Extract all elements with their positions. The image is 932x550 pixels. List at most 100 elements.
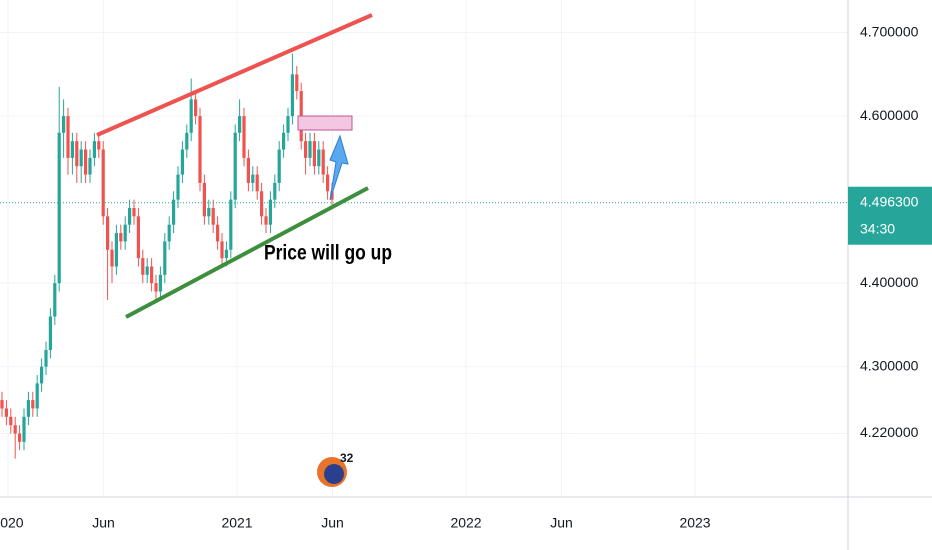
- candle-body: [172, 199, 176, 225]
- candle-body: [317, 149, 321, 167]
- candle-body: [70, 141, 74, 158]
- resistance-line: [96, 13, 373, 137]
- candle-body: [88, 157, 92, 175]
- candle-body: [18, 433, 22, 442]
- candle-body: [97, 141, 101, 150]
- candle-body: [9, 416, 13, 426]
- candle-body: [26, 400, 30, 417]
- candle-body: [79, 149, 83, 167]
- target-zone: [297, 115, 353, 131]
- candle-body: [321, 149, 325, 175]
- candle-body: [220, 241, 224, 259]
- candle-body: [0, 400, 4, 409]
- logo-core: [324, 464, 344, 484]
- support-line: [125, 186, 369, 319]
- candle-body: [57, 132, 61, 284]
- candle-body: [4, 408, 8, 417]
- candle-body: [224, 249, 228, 259]
- candle-body: [163, 241, 167, 275]
- logo-badge: 32: [340, 451, 354, 465]
- candle-body: [154, 283, 158, 292]
- candle-body: [185, 132, 189, 150]
- x-tick-label: Jun: [321, 515, 344, 531]
- candle-body: [123, 224, 127, 242]
- candle-body: [326, 174, 330, 192]
- candle-body: [158, 274, 162, 292]
- candle-body: [132, 207, 136, 217]
- candle-body: [207, 207, 211, 217]
- candle-body: [189, 99, 193, 133]
- candle-body: [229, 199, 233, 250]
- candle-body: [312, 141, 316, 167]
- candle-body: [92, 141, 96, 158]
- y-tick-label: 4.220000: [860, 424, 919, 440]
- candle-body: [238, 116, 242, 133]
- candle-body: [119, 233, 123, 242]
- axes: 4.700000 4.600000 4.400000 4.300000 4.220000…: [0, 23, 932, 531]
- candle-body: [53, 283, 57, 317]
- candle-body: [255, 174, 259, 192]
- candle-body: [22, 416, 26, 442]
- y-tick-label: 4.700000: [860, 23, 919, 39]
- y-tick-label: 4.300000: [860, 357, 919, 373]
- candle-body: [194, 99, 198, 117]
- grid: [0, 0, 848, 497]
- up-arrow: [329, 134, 349, 201]
- candle-body: [110, 249, 114, 267]
- candle-body: [44, 349, 48, 367]
- candle-body: [198, 116, 202, 183]
- candle-body: [246, 157, 250, 183]
- candle-body: [13, 425, 17, 434]
- candle-body: [304, 141, 308, 158]
- candle-body: [216, 224, 220, 242]
- candle-body: [260, 191, 264, 217]
- candle-body: [211, 207, 215, 225]
- candle-body: [128, 207, 132, 225]
- candle-body: [290, 74, 294, 117]
- candle-body: [84, 149, 88, 175]
- time-axis: [0, 497, 932, 550]
- candle-body: [31, 400, 35, 409]
- x-tick-label: Jun: [550, 515, 573, 531]
- candle-body: [101, 149, 105, 217]
- candle-body: [167, 224, 171, 242]
- candle-body: [330, 191, 334, 200]
- candle-body: [282, 132, 286, 150]
- y-tick-label: 4.600000: [860, 107, 919, 123]
- price-axis: [848, 0, 932, 550]
- candle-body: [114, 233, 118, 267]
- candle-body: [277, 149, 281, 183]
- annotation: Price will go up: [264, 242, 392, 265]
- candle-body: [40, 366, 44, 384]
- candle-body: [150, 266, 154, 284]
- x-tick-label: 2021: [221, 515, 252, 531]
- candle-body: [176, 174, 180, 200]
- y-tick-label: 4.400000: [860, 274, 919, 290]
- countdown: 34:30: [860, 220, 895, 236]
- candle-body: [286, 116, 290, 133]
- last-price-box: [848, 186, 932, 245]
- candle-body: [35, 383, 39, 409]
- x-tick-label: 2020: [0, 515, 24, 531]
- candle-body: [66, 116, 70, 158]
- candle-body: [295, 74, 299, 92]
- candle-body: [75, 141, 79, 167]
- candle-body: [62, 116, 66, 133]
- candle-body: [268, 199, 272, 225]
- candle-body: [106, 216, 110, 250]
- last-price-label: 4.496300: [860, 193, 919, 209]
- candle-body: [48, 316, 52, 350]
- x-tick-label: Jun: [92, 515, 115, 531]
- candle-body: [308, 141, 312, 158]
- candle-body: [233, 132, 237, 200]
- candle-body: [145, 266, 149, 275]
- candle-body: [242, 116, 246, 158]
- candle-body: [136, 216, 140, 259]
- candle-body: [251, 174, 255, 183]
- candle-body: [141, 258, 145, 275]
- x-tick-label: 2023: [679, 515, 710, 531]
- x-tick-label: 2022: [450, 515, 481, 531]
- candle-body: [264, 216, 268, 225]
- logo: 32: [317, 451, 354, 487]
